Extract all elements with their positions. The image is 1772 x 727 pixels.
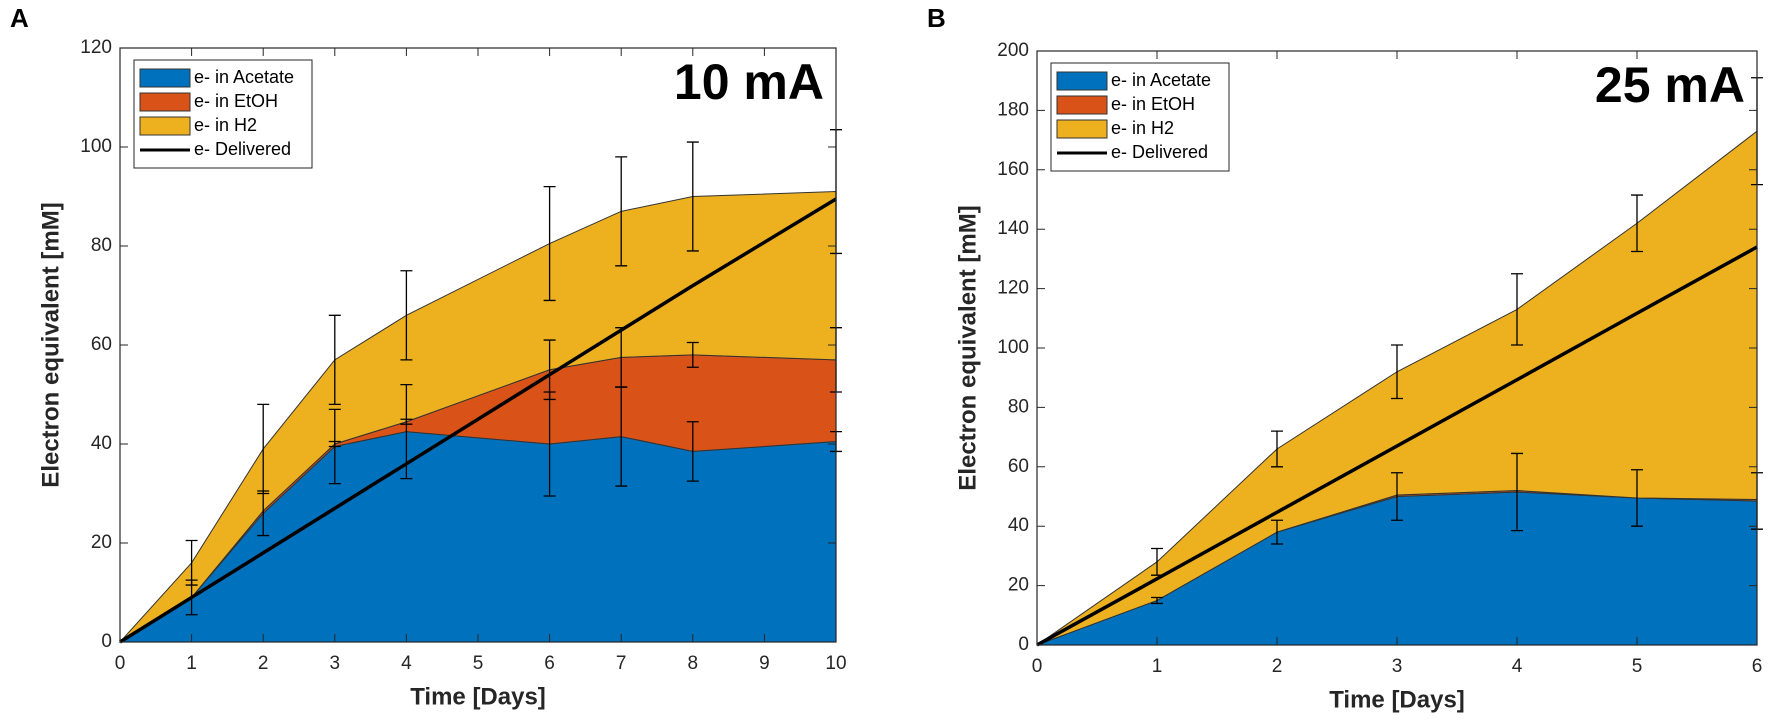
x-tick-label: 8 bbox=[688, 653, 699, 674]
y-tick-label: 60 bbox=[91, 334, 112, 355]
legend-label: e- Delivered bbox=[194, 139, 291, 159]
legend-label: e- in Acetate bbox=[1111, 70, 1211, 90]
legend-label: e- in H2 bbox=[1111, 118, 1174, 138]
error-bar bbox=[686, 341, 699, 368]
error-bar bbox=[1511, 452, 1523, 532]
error-bar bbox=[1631, 194, 1643, 253]
legend-label: e- in Acetate bbox=[194, 67, 294, 87]
x-tick-label: 0 bbox=[115, 653, 126, 674]
error-bar bbox=[1511, 273, 1523, 346]
legend-swatch bbox=[1056, 119, 1108, 139]
y-tick-label: 20 bbox=[91, 532, 112, 553]
legend-swatch bbox=[1056, 71, 1108, 91]
y-tick-label: 100 bbox=[80, 136, 112, 157]
legend-label: e- in EtOH bbox=[194, 91, 278, 111]
legend-label: e- in H2 bbox=[194, 115, 257, 135]
y-tick-label: 80 bbox=[91, 235, 112, 256]
error-bar bbox=[1391, 344, 1403, 400]
x-tick-label: 1 bbox=[1152, 656, 1163, 677]
legend-label: e- Delivered bbox=[1111, 142, 1208, 162]
x-tick-label: 6 bbox=[544, 653, 555, 674]
legend-swatch bbox=[139, 68, 191, 88]
y-tick-label: 0 bbox=[1018, 634, 1029, 655]
error-bar bbox=[328, 314, 341, 406]
error-bar bbox=[1631, 469, 1643, 527]
y-tick-label: 120 bbox=[997, 278, 1029, 299]
line bbox=[119, 197, 837, 644]
y-tick-label: 200 bbox=[997, 40, 1029, 61]
x-tick-label: 10 bbox=[825, 653, 846, 674]
x-tick-label: 6 bbox=[1752, 656, 1763, 677]
y-tick-label: 40 bbox=[91, 433, 112, 454]
x-tick-label: 1 bbox=[186, 653, 197, 674]
x-tick-label: 5 bbox=[1632, 656, 1643, 677]
y-tick-label: 20 bbox=[1008, 575, 1029, 596]
legend-swatch bbox=[139, 92, 191, 112]
y-axis-label: Electron equivalent [mM] bbox=[954, 205, 981, 490]
annotation: 25 mA bbox=[1595, 57, 1745, 113]
error-bar bbox=[1391, 472, 1403, 521]
y-axis-label: Electron equivalent [mM] bbox=[37, 202, 64, 487]
x-tick-label: 3 bbox=[1392, 656, 1403, 677]
y-tick-label: 0 bbox=[101, 631, 112, 652]
x-tick-label: 5 bbox=[473, 653, 484, 674]
y-tick-label: 180 bbox=[997, 99, 1029, 120]
error-bar bbox=[328, 440, 341, 448]
x-tick-label: 0 bbox=[1032, 656, 1043, 677]
x-axis-label: Time [Days] bbox=[1329, 686, 1465, 713]
annotation: 10 mA bbox=[674, 54, 824, 110]
x-tick-label: 2 bbox=[258, 653, 269, 674]
x-tick-label: 4 bbox=[401, 653, 412, 674]
panel-label: A bbox=[10, 3, 29, 33]
y-tick-label: 160 bbox=[997, 159, 1029, 180]
error-bar bbox=[686, 141, 699, 252]
error-bar bbox=[543, 185, 556, 302]
error-bar bbox=[400, 418, 413, 425]
legend-swatch bbox=[1056, 95, 1108, 115]
x-tick-label: 2 bbox=[1272, 656, 1283, 677]
y-tick-label: 120 bbox=[80, 37, 112, 58]
error-bar bbox=[1271, 519, 1283, 545]
error-bar bbox=[257, 403, 270, 495]
y-tick-label: 40 bbox=[1008, 515, 1029, 536]
y-tick-label: 100 bbox=[997, 337, 1029, 358]
y-tick-label: 80 bbox=[1008, 396, 1029, 417]
panel-label: B bbox=[927, 3, 946, 33]
x-tick-label: 7 bbox=[616, 653, 627, 674]
y-tick-label: 140 bbox=[997, 218, 1029, 239]
line bbox=[1036, 245, 1758, 647]
legend-label: e- in EtOH bbox=[1111, 94, 1195, 114]
error-bar bbox=[185, 539, 198, 586]
error-bar bbox=[1151, 596, 1163, 605]
x-axis-label: Time [Days] bbox=[410, 683, 546, 710]
x-tick-label: 3 bbox=[330, 653, 341, 674]
legend-swatch bbox=[139, 116, 191, 136]
x-tick-label: 4 bbox=[1512, 656, 1523, 677]
error-bar bbox=[1271, 430, 1283, 468]
y-tick-label: 60 bbox=[1008, 456, 1029, 477]
error-bar bbox=[543, 339, 556, 401]
error-bar bbox=[686, 421, 699, 482]
error-bar bbox=[615, 156, 628, 267]
x-tick-label: 9 bbox=[759, 653, 770, 674]
error-bar bbox=[400, 270, 413, 361]
